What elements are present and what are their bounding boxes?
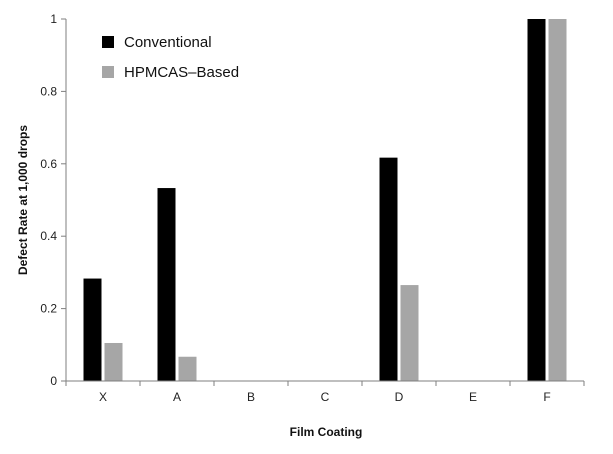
x-tick-label-f: F [543, 390, 550, 404]
x-tick-label-d: D [395, 390, 404, 404]
x-axis-title: Film Coating [290, 425, 363, 439]
y-tick-label-0.8: 0.8 [40, 84, 57, 98]
bar-conventional-x [83, 278, 102, 381]
bars-group [83, 19, 567, 381]
bar-hpmcas-x [104, 342, 123, 381]
legend-swatch-conventional [102, 36, 114, 48]
x-tick-label-c: C [321, 390, 330, 404]
bar-hpmcas-d [400, 285, 419, 381]
y-tick-label-0: 0 [50, 374, 57, 388]
axes-group: 0 0.2 0.4 0.6 0.8 1 X A B C D E F [40, 12, 585, 404]
x-tick-label-x: X [99, 390, 107, 404]
legend: Conventional HPMCAS–Based [102, 34, 239, 81]
legend-label-conventional: Conventional [124, 34, 212, 51]
x-tick-label-e: E [469, 390, 477, 404]
bar-hpmcas-a [178, 356, 197, 381]
legend-label-hpmcas: HPMCAS–Based [124, 64, 239, 81]
y-tick-label-1: 1 [50, 12, 57, 26]
y-axis-title: Defect Rate at 1,000 drops [16, 125, 30, 275]
bar-conventional-d [379, 157, 398, 381]
bar-conventional-f [527, 19, 546, 381]
y-tick-label-0.2: 0.2 [40, 302, 57, 316]
legend-swatch-hpmcas [102, 66, 114, 78]
x-tick-label-b: B [247, 390, 255, 404]
y-tick-label-0.6: 0.6 [40, 157, 57, 171]
x-tick-label-a: A [173, 390, 181, 404]
y-tick-label-0.4: 0.4 [40, 229, 57, 243]
bar-conventional-a [157, 188, 176, 381]
bar-hpmcas-f [548, 19, 567, 381]
